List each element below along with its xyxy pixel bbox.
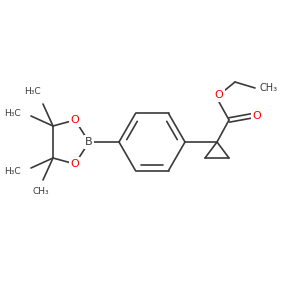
- Text: O: O: [70, 115, 80, 125]
- Text: CH₃: CH₃: [260, 83, 278, 93]
- Text: B: B: [85, 137, 93, 147]
- Text: O: O: [253, 111, 261, 121]
- Text: CH₃: CH₃: [33, 188, 49, 196]
- Text: H₃C: H₃C: [4, 167, 21, 176]
- Text: H₃C: H₃C: [4, 109, 21, 118]
- Text: O: O: [70, 159, 80, 169]
- Text: H₃C: H₃C: [24, 88, 41, 97]
- Text: O: O: [214, 90, 224, 100]
